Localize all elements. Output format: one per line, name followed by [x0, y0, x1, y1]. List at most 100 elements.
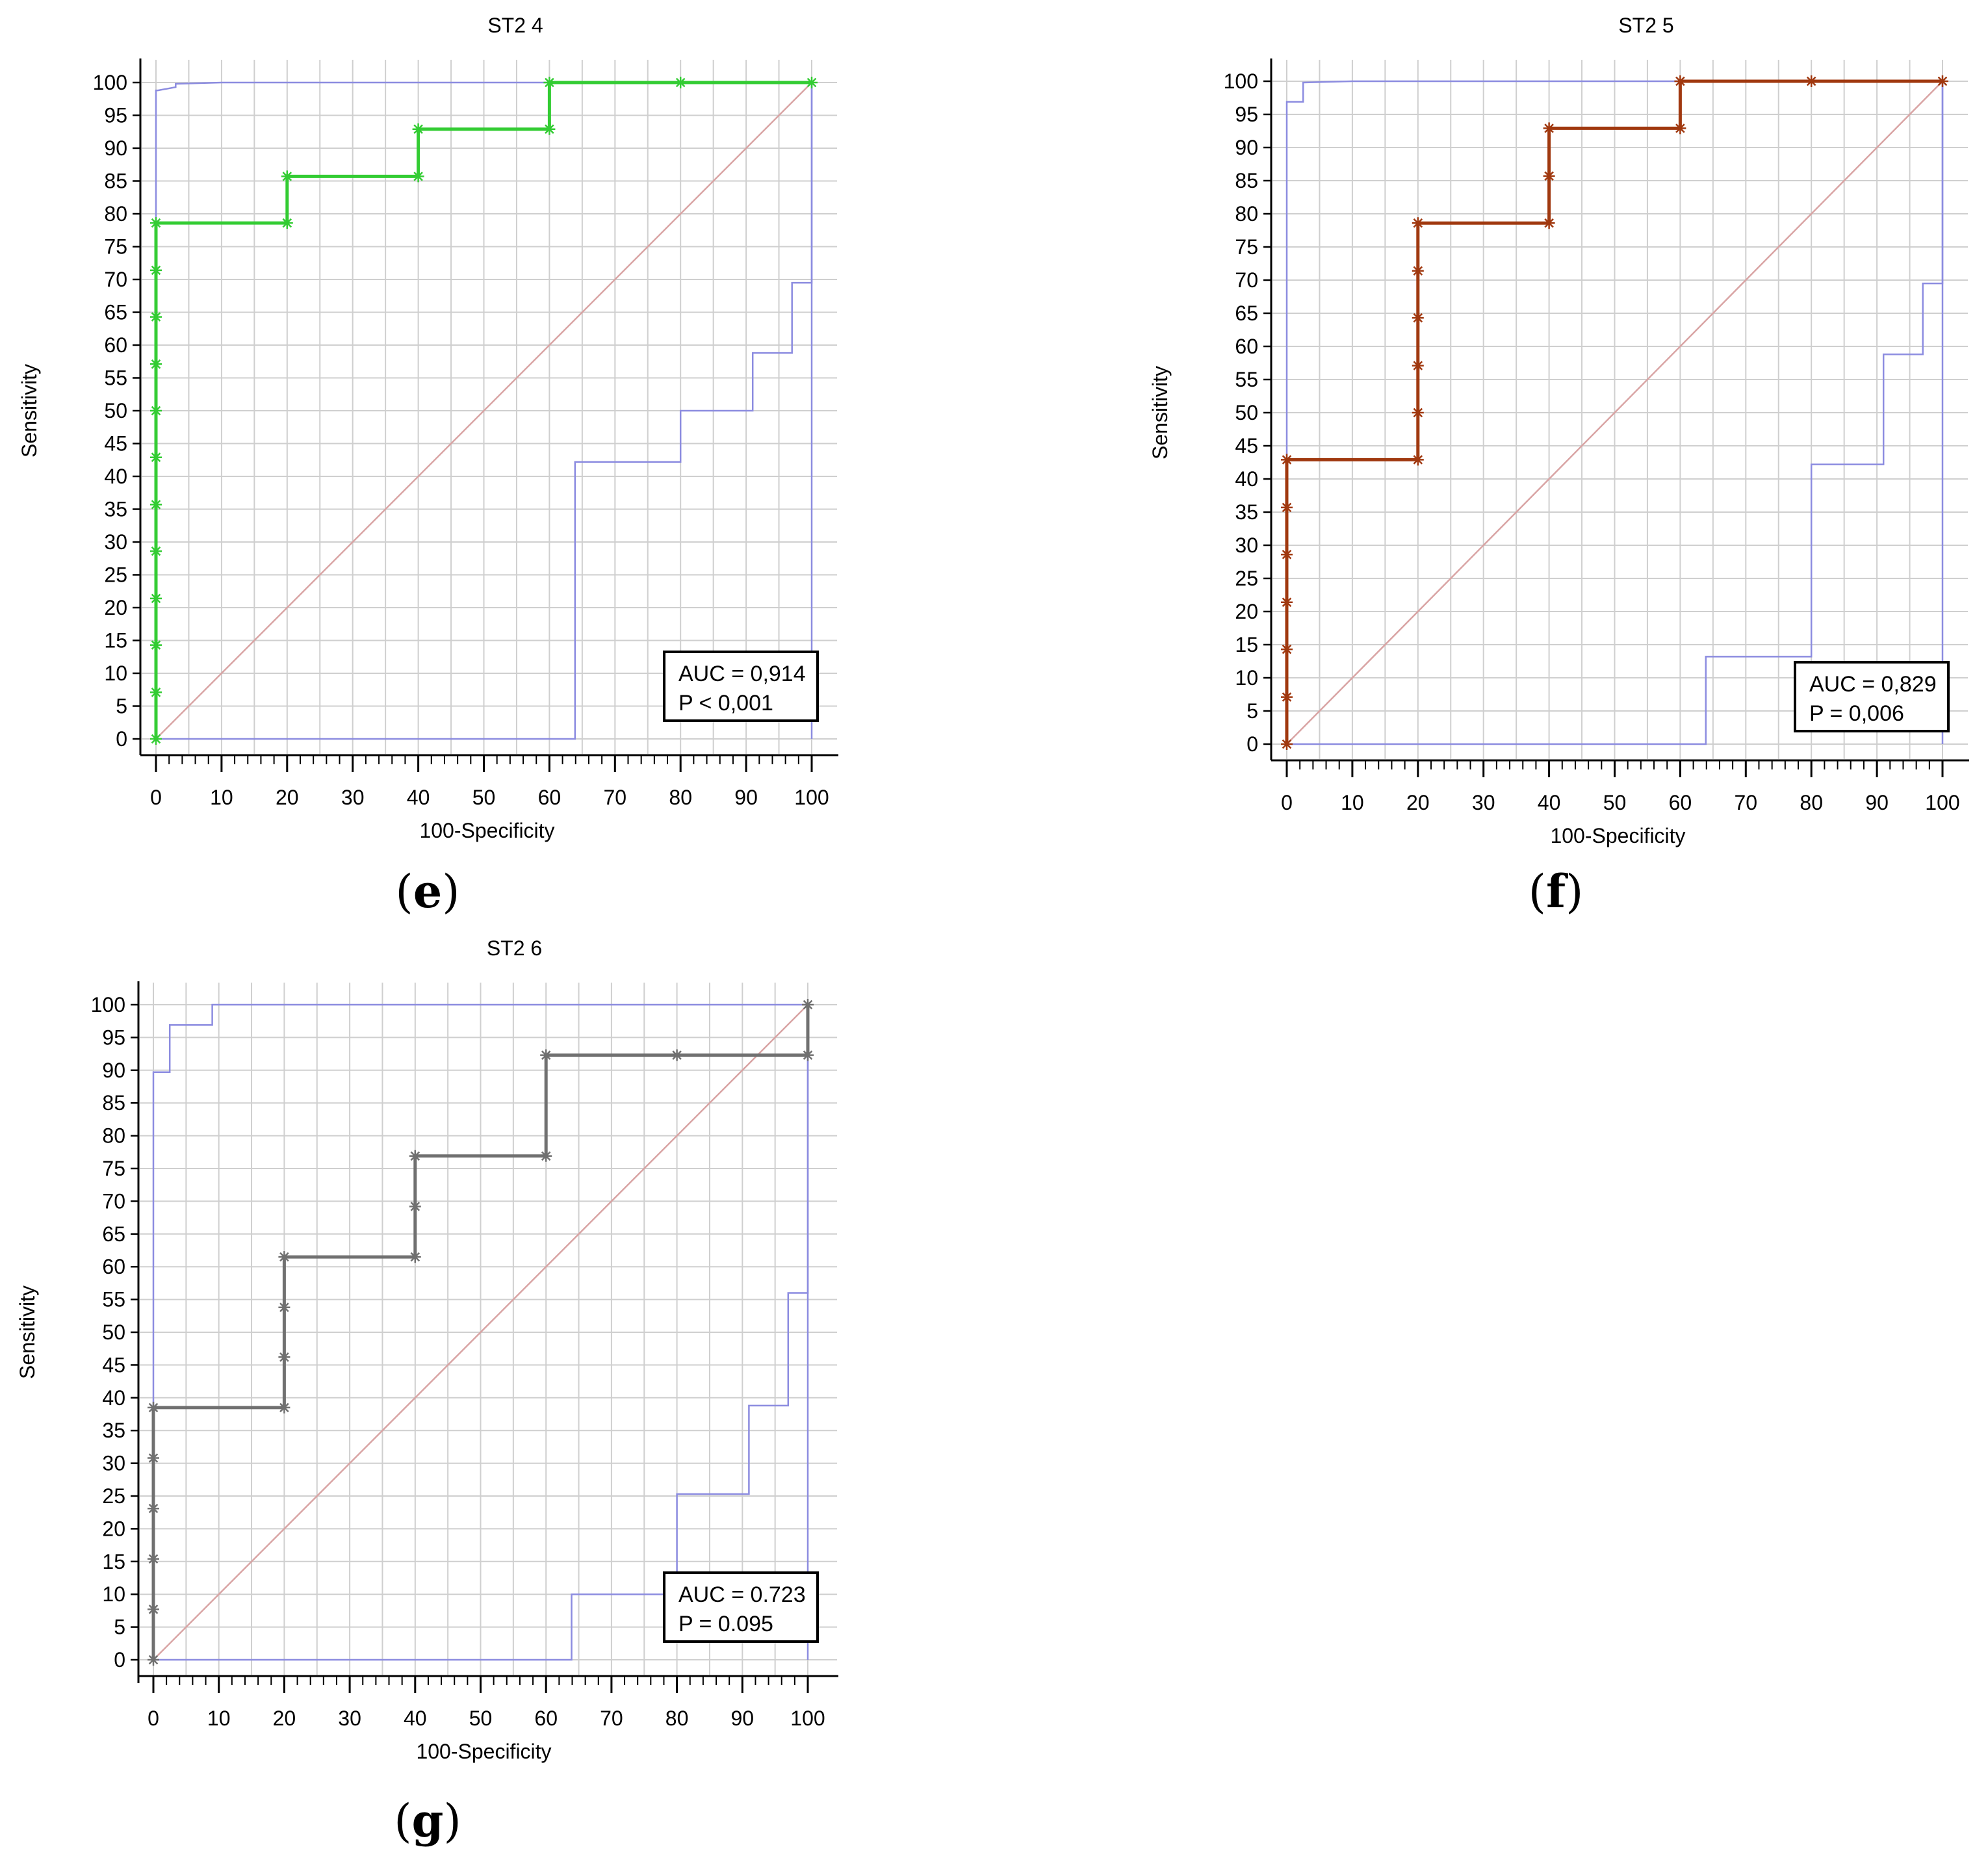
y-tick-label: 10: [102, 1582, 125, 1606]
y-tick-label: 5: [114, 1616, 125, 1639]
y-tick-label: 25: [102, 1484, 125, 1508]
roc-point: [1281, 548, 1293, 561]
y-tick-label: 70: [102, 1189, 125, 1213]
y-axis-label: Sensitivity: [16, 1285, 39, 1379]
roc-point: [281, 217, 293, 229]
y-tick-label: 35: [1235, 500, 1258, 524]
y-tick-label: 70: [104, 268, 127, 291]
roc-point: [412, 170, 424, 183]
x-tick-label: 80: [1800, 791, 1823, 814]
roc-point: [543, 123, 556, 135]
y-tick-label: 30: [104, 530, 127, 554]
y-tick-label: 25: [104, 563, 127, 587]
x-tick-label: 40: [407, 786, 430, 809]
x-tick-label: 50: [472, 786, 496, 809]
roc-point: [1281, 596, 1293, 608]
y-tick-label: 60: [1235, 335, 1258, 358]
x-tick-label: 40: [1538, 791, 1561, 814]
ci-lower-bound: [153, 1005, 809, 1661]
stats-box: [1794, 661, 1950, 732]
roc-point: [1543, 170, 1555, 182]
y-tick-label: 95: [102, 1026, 125, 1049]
x-tick-label: 70: [604, 786, 627, 809]
p-value: P = 0.095: [678, 1612, 773, 1636]
panel-label-e: (e): [395, 864, 460, 918]
roc-point: [1281, 501, 1293, 513]
x-tick-label: 70: [600, 1707, 623, 1730]
y-tick-label: 35: [104, 498, 127, 521]
roc-point: [148, 1401, 159, 1413]
grid-lines: [140, 983, 837, 1675]
y-tick-label: 60: [104, 333, 127, 357]
x-axis-label: 100-Specificity: [1550, 824, 1685, 847]
y-tick-label: 80: [1235, 202, 1258, 226]
roc-point: [150, 311, 162, 323]
y-tick-label: 65: [102, 1222, 125, 1246]
roc-point: [278, 1301, 290, 1313]
y-tick-label: 40: [1235, 467, 1258, 491]
x-tick-label: 20: [273, 1707, 296, 1730]
y-tick-label: 80: [104, 202, 127, 226]
roc-point: [1937, 75, 1948, 87]
y-tick-label: 50: [104, 399, 127, 422]
x-tick-label: 30: [338, 1707, 361, 1730]
y-tick-label: 90: [104, 136, 127, 160]
x-tick-label: 50: [1603, 791, 1627, 814]
reference-diagonal: [153, 1004, 808, 1660]
chart-title: ST2 4: [487, 14, 543, 37]
roc-point: [278, 1401, 290, 1413]
x-tick-label: 30: [341, 786, 365, 809]
y-tick-label: 0: [1246, 732, 1258, 756]
roc-point: [150, 686, 162, 699]
grid-lines: [142, 60, 837, 754]
y-tick-label: 30: [102, 1452, 125, 1475]
roc-point: [1674, 122, 1686, 135]
x-axis-label: 100-Specificity: [416, 1740, 551, 1763]
roc-point: [150, 264, 162, 276]
y-tick-label: 10: [104, 662, 127, 685]
roc-point: [278, 1351, 290, 1363]
y-tick-label: 10: [1235, 666, 1258, 690]
roc-point: [278, 1251, 290, 1263]
y-tick-label: 70: [1235, 268, 1258, 292]
roc-point: [150, 498, 162, 511]
auc-value: AUC = 0,829: [1809, 672, 1937, 697]
roc-point: [1412, 454, 1424, 466]
roc-point: [150, 217, 162, 229]
roc-point: [1412, 265, 1424, 277]
y-tick-label: 25: [1235, 567, 1258, 590]
roc-point: [409, 1150, 421, 1162]
y-tick-label: 40: [102, 1386, 125, 1410]
chart-title: ST2 5: [1618, 14, 1673, 37]
chart-title: ST2 6: [487, 936, 542, 960]
roc-point: [150, 639, 162, 651]
x-tick-label: 90: [731, 1707, 755, 1730]
roc-point: [148, 1452, 159, 1464]
x-tick-label: 10: [210, 786, 233, 809]
y-tick-label: 45: [104, 432, 127, 456]
x-tick-label: 30: [1472, 791, 1495, 814]
y-tick-label: 15: [102, 1550, 125, 1573]
y-tick-label: 95: [1235, 103, 1258, 126]
ci-lower-bound: [1287, 81, 1944, 745]
roc-point: [148, 1603, 159, 1616]
roc-point: [1412, 217, 1424, 229]
roc-point: [148, 1553, 159, 1565]
roc-point: [540, 1150, 552, 1162]
roc-curve: [1285, 79, 1943, 744]
x-tick-label: 50: [469, 1707, 493, 1730]
x-tick-label: 0: [150, 786, 162, 809]
x-tick-label: 60: [538, 786, 562, 809]
y-tick-label: 50: [102, 1321, 125, 1344]
x-tick-label: 20: [1406, 791, 1430, 814]
y-tick-label: 75: [104, 235, 127, 259]
roc-chart-e: 0 5 10 15 20 25 30 35 40 45 50 55 60 65 70 75 80 85 90 95 10…: [18, 14, 838, 842]
x-tick-label: 90: [734, 786, 758, 809]
y-tick-label: 85: [102, 1091, 125, 1115]
ci-upper-bound: [152, 1003, 809, 1660]
roc-point: [150, 405, 162, 417]
y-tick-label: 75: [102, 1157, 125, 1180]
roc-point: [540, 1049, 552, 1061]
roc-point: [1281, 691, 1293, 703]
y-tick-label: 90: [102, 1059, 125, 1082]
